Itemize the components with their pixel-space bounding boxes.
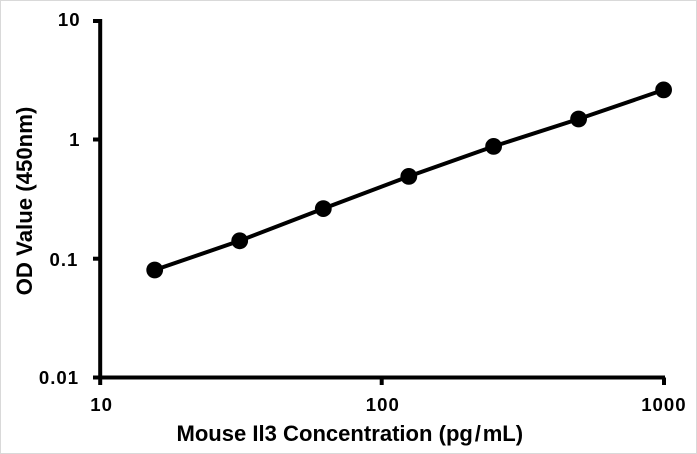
svg-text:10: 10: [58, 9, 81, 30]
svg-text:OD Value (450nm): OD Value (450nm): [12, 107, 37, 296]
svg-text:100: 100: [366, 394, 400, 415]
svg-text:0.1: 0.1: [50, 249, 79, 270]
svg-text:Mouse Il3 Concentration (pg /: Mouse Il3 Concentration (pg / mL): [176, 421, 523, 446]
svg-text:10: 10: [90, 394, 113, 415]
svg-text:1: 1: [69, 129, 80, 150]
svg-text:1000: 1000: [641, 394, 686, 415]
svg-text:0.01: 0.01: [39, 367, 79, 388]
